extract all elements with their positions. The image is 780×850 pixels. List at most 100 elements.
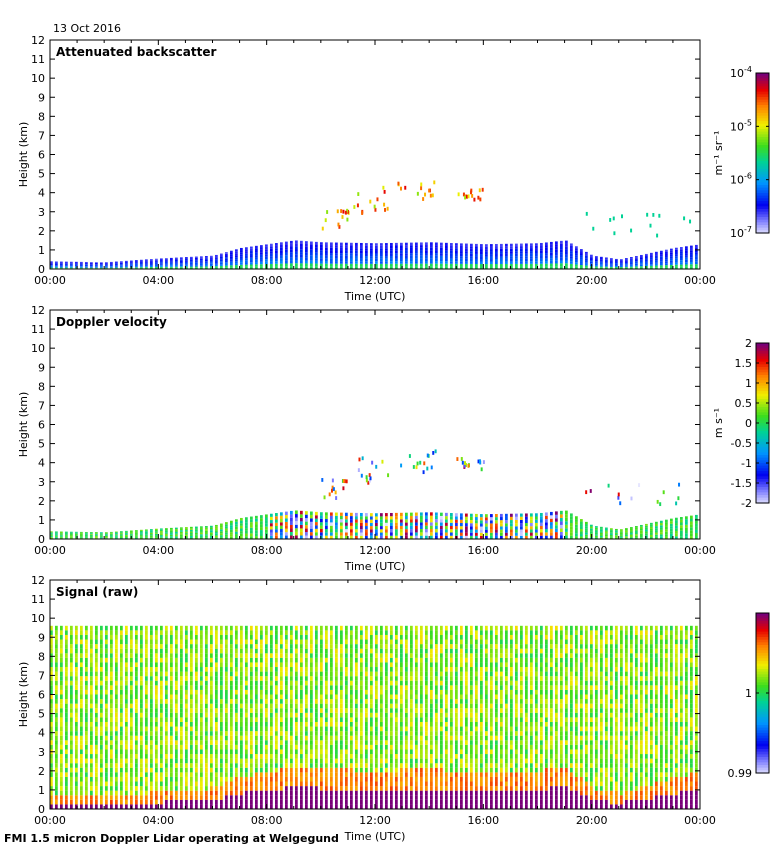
data-cell [510,243,513,247]
data-cell [165,721,168,727]
cloud-cell [456,457,459,461]
data-cell [425,261,428,264]
data-cell [140,754,143,759]
colorbar-segment [756,211,769,215]
data-cell [205,526,208,528]
data-cell [50,648,53,654]
data-cell [100,536,103,538]
colorbar-segment [756,415,769,419]
data-cell [280,694,283,700]
data-cell [65,699,68,704]
data-cell [250,527,253,531]
data-cell [140,721,143,727]
cloud-cell [432,451,435,455]
data-cell [595,526,598,528]
data-cell [270,535,273,539]
data-cell [440,522,443,526]
data-cell [335,253,338,256]
data-cell [205,790,208,796]
data-cell [690,527,693,531]
data-cell [75,537,78,539]
data-cell [280,266,283,269]
data-cell [670,254,673,257]
data-cell [370,261,373,264]
data-cell [100,534,103,536]
data-cell [360,253,363,256]
data-cell [575,266,578,269]
data-cell [130,260,133,262]
data-cell [270,776,273,782]
colorbar-segment [756,489,769,493]
data-cell [235,667,238,672]
data-cell [55,531,58,533]
data-cell [80,694,83,700]
colorbar-segment [756,380,769,384]
data-cell [300,735,303,741]
data-cell [55,671,58,677]
data-cell [665,531,668,535]
data-cell [315,790,318,796]
data-cell [90,264,93,266]
data-cell [120,712,123,718]
data-cell [590,530,593,532]
data-cell [300,790,303,796]
colorbar-tick-label: -1.5 [731,477,752,490]
data-cell [470,263,473,267]
cloud-cell [337,222,340,227]
data-cell [70,265,73,267]
data-cell [435,529,438,533]
data-cell [220,634,223,640]
data-cell [95,717,98,722]
data-cell [105,653,108,658]
data-cell [200,804,203,809]
data-cell [75,740,78,745]
data-cell [150,532,153,535]
data-cell [80,662,83,668]
data-cell [245,671,248,677]
y-tick-label: 3 [38,206,45,219]
colorbar-segment [756,227,769,231]
data-cell [340,250,343,254]
data-cell [140,644,143,649]
data-cell [120,703,123,709]
data-cell [250,253,253,256]
data-cell [85,657,88,663]
data-cell [185,257,188,259]
data-cell [685,264,688,267]
data-cell [635,535,638,538]
data-cell [105,630,108,635]
data-cell [545,247,548,251]
data-cell [205,712,208,718]
data-cell [240,689,243,695]
colorbar-segment [756,94,769,98]
data-cell [300,630,303,635]
data-cell [135,537,138,539]
x-tick-label: 04:00 [142,274,174,287]
data-cell [385,535,388,539]
data-cell [125,648,128,654]
data-cell [475,253,478,257]
data-cell [670,528,673,532]
data-cell [105,689,108,695]
data-cell [585,536,588,539]
data-cell [50,781,53,787]
data-cell [500,532,503,536]
data-cell [385,513,388,517]
data-cell [60,648,63,654]
data-cell [195,795,198,800]
data-cell [235,790,238,796]
data-cell [80,754,83,759]
y-tick-label: 8 [38,380,45,393]
data-cell [80,657,83,663]
data-cell [440,253,443,256]
data-cell [180,689,183,695]
data-cell [285,799,288,805]
data-cell [575,527,578,531]
data-cell [175,781,178,787]
data-cell [510,256,513,259]
data-cell [180,533,183,535]
data-cell [265,259,268,262]
data-cell [195,260,198,262]
data-cell [375,516,378,520]
data-cell [365,526,368,530]
